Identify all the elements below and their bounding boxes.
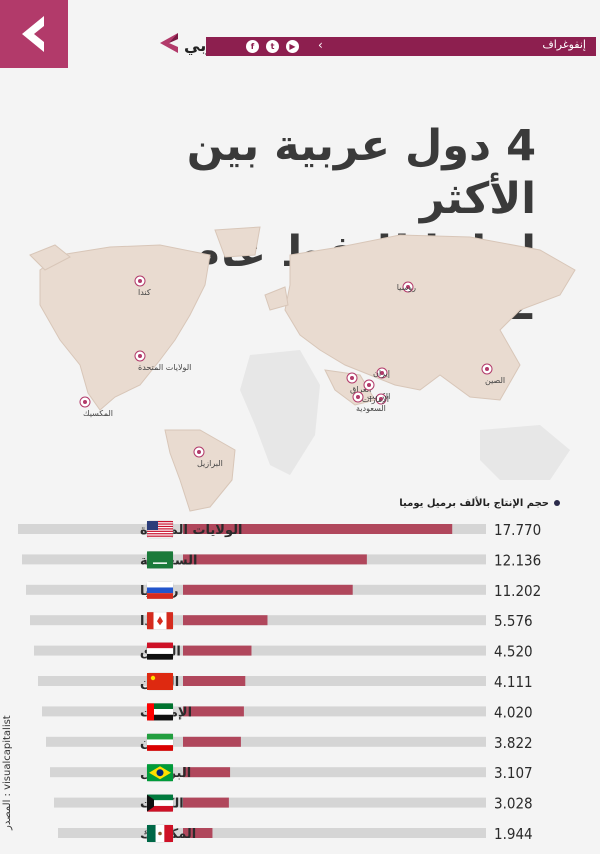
bar-row: 3.028الكويت [54, 794, 533, 813]
world-map [29, 226, 576, 512]
legend-label: حجم الإنتاج بالألف برميل يوميا [399, 498, 549, 509]
section-label: إنفوغراف [542, 38, 586, 51]
us-flag-icon [146, 520, 174, 539]
bar-track [50, 767, 486, 778]
bar-value-label: 12.136 [494, 551, 541, 569]
bar [183, 584, 353, 595]
map-pin: إيران [373, 367, 390, 379]
map-pin: الإمارات [362, 393, 389, 405]
map-pin-label: البرازيل [197, 459, 223, 468]
map-pin: السعودية [352, 391, 386, 413]
chevron-left-icon: ‹ [318, 38, 323, 52]
map-pin-label: العراق [350, 385, 371, 394]
bar-value-label: 1.944 [494, 825, 533, 843]
bar-value-label: 4.020 [494, 703, 533, 721]
bar-row: 12.136السعودية [22, 551, 541, 569]
source-credit: المصدر : visualcapitalist [2, 715, 13, 830]
bar [183, 767, 231, 778]
bar-row: 5.576كندا [30, 611, 533, 630]
brand-arrow-icon [22, 16, 44, 52]
eurasia-shape [284, 234, 576, 401]
bar-value-label: 3.107 [494, 764, 533, 782]
map-pin: الولايات المتحدة [134, 350, 191, 372]
bar [183, 645, 252, 656]
bar [183, 706, 244, 717]
bar-value-label: 5.576 [494, 612, 533, 630]
bar [183, 524, 453, 534]
bar-row: 3.107البرازيل [50, 763, 533, 782]
bar-row: 4.020الإمارات [42, 703, 533, 721]
brazil-flag-icon [146, 763, 174, 782]
bar-row: 1.944المكسيك [58, 824, 533, 843]
bar [183, 676, 246, 686]
title-line-1: 4 دول عربية بين الأكثر [186, 121, 536, 224]
south-america-shape [164, 429, 236, 512]
bar-track [38, 676, 486, 686]
map-pin: روسيا [397, 281, 416, 293]
bar-track [46, 736, 486, 747]
bar-value-label: 11.202 [494, 582, 541, 600]
bar-row: 3.822إيران [46, 733, 533, 752]
twitter-icon[interactable]: t [266, 40, 279, 53]
iran-flag-icon [146, 733, 174, 752]
brand-logo-icon [156, 30, 182, 60]
map-pin-label: المكسيك [83, 409, 113, 418]
russia-flag-icon [146, 581, 174, 600]
map-pin-label: إيران [373, 369, 390, 379]
canada-flag-icon [146, 611, 174, 630]
north-america-shape [39, 244, 211, 411]
china-flag-icon [146, 672, 174, 691]
map-pin: العراق [346, 372, 371, 394]
facebook-icon[interactable]: f [246, 40, 259, 53]
map-pin-label: السعودية [356, 404, 386, 413]
kuwait-flag-icon [146, 794, 174, 812]
map-pin: كندا [134, 275, 151, 297]
bar-value-label: 4.111 [494, 673, 533, 691]
map-pin-label: كندا [138, 288, 151, 297]
mexico-flag-icon [146, 824, 174, 843]
map-pin: الصين [481, 363, 505, 385]
bar [183, 828, 213, 838]
bar-row: 11.202روسيا [26, 581, 541, 600]
map-pin-label: الصين [485, 376, 505, 385]
uae-flag-icon [146, 703, 174, 721]
bar-track [42, 706, 486, 717]
map-pin: المكسيك [79, 396, 113, 418]
bar-value-label: 17.770 [494, 521, 541, 539]
map-pin-label: روسيا [397, 283, 416, 292]
chart-legend: حجم الإنتاج بالألف برميل يوميا [399, 498, 560, 509]
bar [183, 736, 241, 747]
bar-track [34, 645, 486, 656]
iraq-flag-icon [146, 642, 174, 660]
youtube-icon[interactable]: ▶ [286, 40, 299, 53]
saudi-flag-icon [146, 551, 174, 569]
brand-corner[interactable] [0, 0, 68, 68]
map-pin: البرازيل [193, 446, 223, 468]
bar-track [54, 797, 486, 808]
map-pin-label: الإمارات [362, 395, 389, 405]
bar [183, 554, 367, 565]
map-pin-label: الولايات المتحدة [138, 363, 191, 372]
header-bar: f t ▶ ‹ إنفوغراف [206, 37, 596, 56]
bar-row: 4.111الصين [38, 672, 533, 691]
bar [183, 797, 229, 808]
bar-track [58, 828, 486, 838]
bar-value-label: 3.028 [494, 795, 533, 813]
bar-value-label: 3.822 [494, 734, 533, 752]
bar-value-label: 4.520 [494, 643, 533, 661]
legend-dot [554, 500, 560, 506]
bar [183, 615, 268, 626]
bar-row: 4.520العراق [34, 642, 533, 661]
